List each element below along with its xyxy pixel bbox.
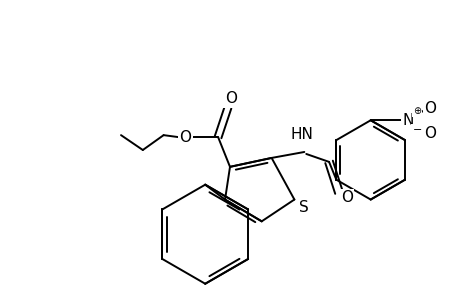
Text: N: N bbox=[402, 113, 413, 128]
Text: ⊕: ⊕ bbox=[412, 106, 420, 116]
Text: O: O bbox=[423, 101, 435, 116]
Text: O: O bbox=[340, 190, 352, 205]
Text: HN: HN bbox=[290, 127, 313, 142]
Text: −: − bbox=[412, 125, 421, 135]
Text: S: S bbox=[299, 200, 308, 215]
Text: O: O bbox=[423, 126, 435, 141]
Text: O: O bbox=[224, 91, 236, 106]
Text: Cl: Cl bbox=[422, 125, 437, 140]
Text: O: O bbox=[179, 130, 191, 145]
